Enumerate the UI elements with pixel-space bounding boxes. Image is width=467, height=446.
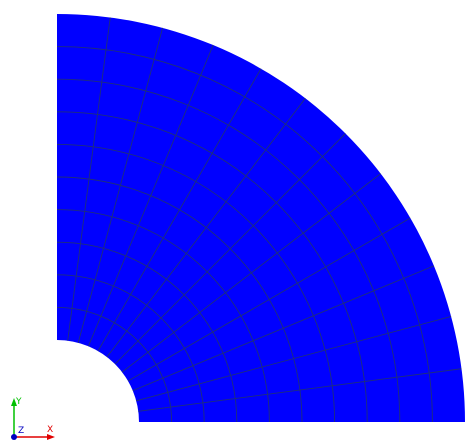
z-axis-origin-icon [11, 434, 17, 440]
z-axis-label: Z [18, 426, 24, 436]
mesh-spoke-line [127, 217, 411, 382]
axes-triad: Y X Z [11, 397, 55, 440]
mesh-spoke-line [114, 133, 346, 365]
mesh-spoke-line [77, 27, 164, 343]
x-axis-arrow-icon [47, 434, 55, 440]
mesh-spoke-line [138, 368, 462, 412]
mesh-spoke-line [87, 44, 214, 347]
mesh-spoke-line [132, 265, 435, 392]
mesh-spoke-line [136, 315, 452, 402]
y-axis-label: Y [15, 397, 22, 407]
mesh-spoke-line [67, 17, 111, 341]
quarter-annulus-mesh [56, 14, 465, 423]
mesh-spoke-line [106, 98, 306, 358]
mesh-spoke-line [121, 173, 381, 373]
mesh-spoke-line [97, 68, 262, 352]
y-axis-arrow-icon [11, 398, 17, 406]
x-axis-label: X [47, 425, 53, 435]
